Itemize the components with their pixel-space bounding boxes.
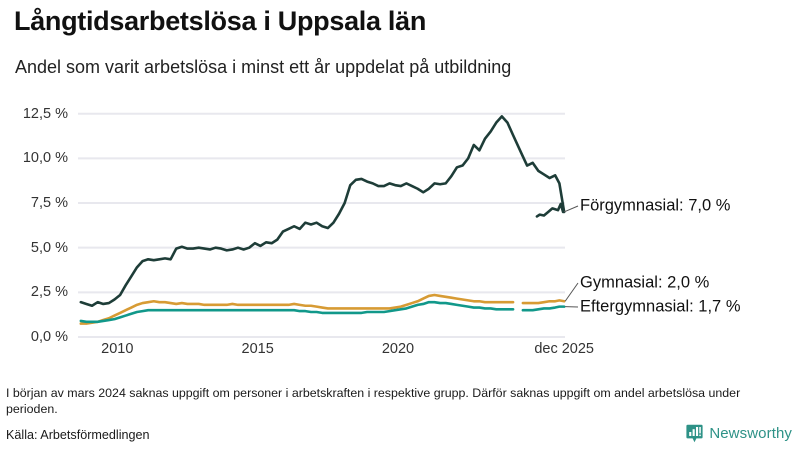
newsworthy-logo[interactable]: Newsworthy: [686, 424, 792, 443]
series-line: [79, 115, 566, 308]
y-axis-tick-label: 5,0 %: [30, 239, 68, 256]
series-line: [535, 202, 565, 218]
page-title: Långtidsarbetslösa i Uppsala län: [14, 6, 427, 36]
x-axis-tick-label: 2020: [381, 341, 415, 357]
x-axis-tick-label: dec 2025: [534, 341, 594, 357]
series-label-förgymnasial: Förgymnasial: 7,0 %: [580, 196, 731, 215]
label-connector: [564, 282, 579, 302]
chart-source: Källa: Arbetsförmedlingen: [6, 428, 150, 442]
series-label-gymnasial: Gymnasial: 2,0 %: [580, 273, 710, 292]
series-line: [79, 293, 515, 325]
y-axis-tick-label: 0,0 %: [30, 329, 68, 345]
y-axis-tick-label: 12,5 %: [22, 105, 68, 122]
series-line: [79, 300, 515, 324]
newsworthy-logo-text: Newsworthy: [709, 425, 792, 442]
series-label-eftergymnasial: Eftergymnasial: 1,7 %: [580, 297, 741, 316]
x-axis-tick-label: 2010: [101, 341, 134, 357]
y-axis-tick-label: 10,0 %: [22, 150, 68, 167]
y-axis-tick-label: 7,5 %: [30, 195, 68, 212]
series-line: [521, 299, 566, 305]
chart-footnote: I början av mars 2024 saknas uppgift om …: [6, 386, 741, 416]
chart-subtitle: Andel som varit arbetslösa i minst ett å…: [15, 57, 512, 77]
x-axis-tick-label: 2015: [241, 341, 274, 357]
series-line: [521, 305, 566, 312]
y-axis-tick-label: 2,5 %: [30, 284, 68, 301]
bar-chart-tag-icon: [686, 424, 703, 443]
label-connector: [563, 205, 579, 213]
